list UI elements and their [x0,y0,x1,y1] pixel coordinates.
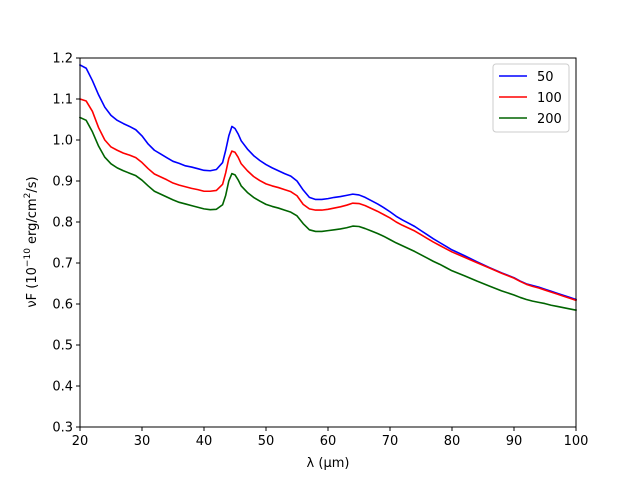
legend-label-100: 100 [537,91,562,106]
x-tick-label: 30 [134,434,151,449]
y-tick-label: 0.9 [52,175,73,190]
y-axis: 0.3 0.4 0.5 0.6 0.7 0.8 0.9 1.0 1.1 1.2 [52,52,80,436]
legend-box [492,63,570,133]
y-tick-label: 0.7 [52,257,73,272]
y-tick-label: 0.6 [52,298,73,313]
x-tick-label: 40 [196,434,213,449]
x-axis: 20 30 40 50 60 70 80 90 100 [72,427,589,449]
x-axis-title: λ (μm) [307,456,350,471]
y-axis-title-exponent-2: 2 [23,193,33,199]
y-axis-title: νF (10−10 erg/cm2/s) [23,176,40,307]
legend-entries: 50 100 200 [499,70,562,127]
x-tick-label: 60 [320,434,337,449]
legend-label-200: 200 [537,112,562,127]
x-tick-label: 90 [506,434,523,449]
x-tick-label: 50 [258,434,275,449]
y-tick-label: 1.1 [52,93,73,108]
x-tick-label: 70 [382,434,399,449]
x-tick-label: 80 [444,434,461,449]
y-axis-title-exponent: −10 [23,248,33,267]
y-tick-label: 1.2 [52,52,73,67]
series-line-100 [78,97,578,302]
y-axis-title-suffix: /s) [25,176,40,192]
series-line-200 [78,116,577,312]
y-tick-label: 0.8 [52,216,73,231]
y-tick-label: 1.0 [52,134,73,149]
y-axis-title-middle: erg/cm [25,198,40,248]
x-tick-label: 20 [72,434,89,449]
y-axis-title-prefix: νF (10 [25,267,40,308]
legend: 50 100 200 [492,63,570,133]
y-tick-label: 0.4 [52,380,73,395]
y-tick-label: 0.3 [52,421,73,436]
series-layer [78,63,578,312]
y-tick-label: 0.5 [52,339,73,354]
legend-label-50: 50 [537,70,554,85]
x-tick-label: 100 [564,434,589,449]
